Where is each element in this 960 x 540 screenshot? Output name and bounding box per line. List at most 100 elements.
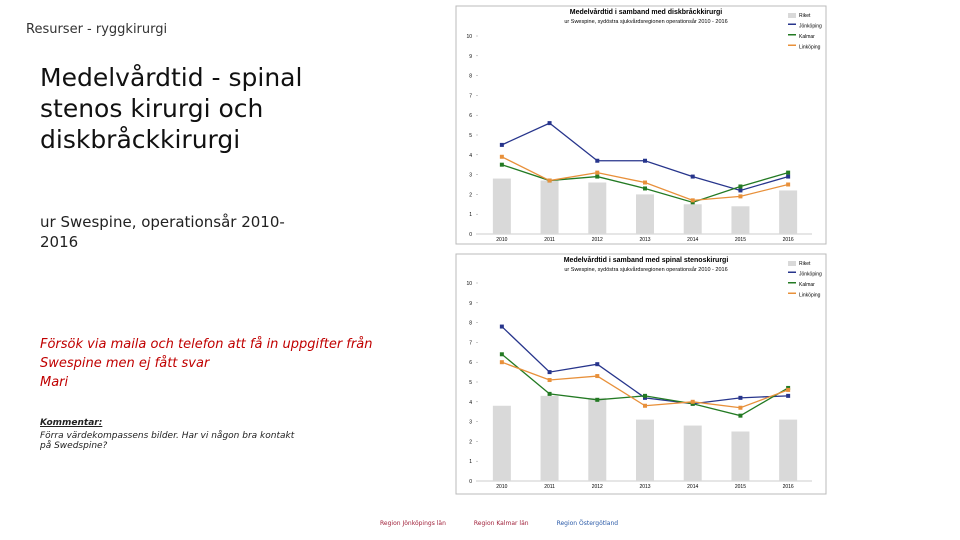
chart-subtitle: ur Swespine, sydöstra sjukvårdsregionen … xyxy=(564,266,727,273)
point xyxy=(643,393,647,398)
point xyxy=(738,405,743,410)
legend-swatch xyxy=(788,23,796,25)
bar xyxy=(540,180,559,234)
point xyxy=(499,142,504,147)
y-tick-label: 10 xyxy=(466,281,472,287)
point xyxy=(595,174,600,179)
logos: Region Jönköpings län Region Kalmar län … xyxy=(380,520,618,527)
x-tick-label: 2011 xyxy=(544,237,555,243)
legend-swatch xyxy=(788,13,796,18)
logo: Region Kalmar län xyxy=(473,520,529,527)
point xyxy=(643,158,647,163)
point xyxy=(499,352,504,357)
point xyxy=(499,324,504,329)
point xyxy=(547,121,552,126)
bar xyxy=(731,431,750,481)
legend-label: Linköping xyxy=(799,45,821,51)
y-tick-label: 9 xyxy=(469,301,472,307)
point xyxy=(595,362,600,367)
point xyxy=(643,403,647,408)
x-tick-label: 2011 xyxy=(544,484,555,490)
x-tick-label: 2010 xyxy=(496,237,507,243)
y-tick-label: 1 xyxy=(469,459,472,465)
point xyxy=(738,184,743,189)
y-tick-label: 5 xyxy=(469,380,472,386)
bar xyxy=(492,405,511,481)
bar xyxy=(492,178,511,234)
logo: Region Jönköpings län xyxy=(380,520,446,527)
point xyxy=(690,174,695,179)
bar xyxy=(683,204,702,234)
legend-swatch xyxy=(788,271,796,273)
y-tick-label: 4 xyxy=(469,153,472,159)
note-line: Mari xyxy=(40,375,69,390)
y-tick-label: 10 xyxy=(466,34,472,40)
x-tick-label: 2014 xyxy=(687,237,698,243)
comment-text: Förra värdekompassens bilder. Har vi någ… xyxy=(40,431,295,451)
y-tick-label: 7 xyxy=(469,93,472,99)
bar xyxy=(636,419,654,481)
point xyxy=(643,186,647,191)
legend-swatch xyxy=(788,44,796,46)
bar xyxy=(636,194,654,234)
legend-label: Jönköping xyxy=(799,24,822,30)
point xyxy=(690,399,695,404)
x-tick-label: 2013 xyxy=(639,484,650,490)
point xyxy=(499,360,504,365)
point xyxy=(738,194,743,199)
logo: Region Östergötland xyxy=(556,520,619,527)
bar xyxy=(779,190,798,234)
point xyxy=(499,154,504,159)
legend-label: Riket xyxy=(799,261,811,267)
y-tick-label: 1 xyxy=(469,212,472,218)
point xyxy=(595,397,600,402)
chart-title: Medelvårdtid i samband med diskbråckkiru… xyxy=(570,8,723,16)
point xyxy=(786,174,791,179)
x-tick-label: 2015 xyxy=(735,484,746,490)
point xyxy=(595,170,600,175)
legend-swatch xyxy=(788,34,796,36)
bar xyxy=(588,397,607,481)
y-tick-label: 8 xyxy=(469,74,472,80)
slide-title: Medelvårdtid - spinal stenos kirurgi och… xyxy=(40,63,303,154)
y-tick-label: 9 xyxy=(469,54,472,60)
legend-label: Riket xyxy=(799,13,811,19)
point xyxy=(547,370,552,375)
legend-label: Jönköping xyxy=(799,272,822,278)
point xyxy=(643,180,647,185)
point xyxy=(786,387,791,392)
point xyxy=(547,391,552,396)
bar xyxy=(588,182,607,234)
y-tick-label: 6 xyxy=(469,360,472,366)
comment-label: Kommentar: xyxy=(40,418,103,428)
slide-subtitle: ur Swespine, operationsår 2010-2016 xyxy=(40,213,285,251)
legend-label: Kalmar xyxy=(799,34,815,40)
point xyxy=(595,158,600,163)
x-tick-label: 2012 xyxy=(592,237,603,243)
note: Försök via maila och telefon att få in u… xyxy=(40,335,380,392)
legend-label: Linköping xyxy=(799,293,821,299)
y-tick-label: 7 xyxy=(469,340,472,346)
point xyxy=(547,178,552,183)
bar xyxy=(779,419,798,481)
x-tick-label: 2010 xyxy=(496,484,507,490)
point xyxy=(595,374,600,379)
x-tick-label: 2013 xyxy=(639,237,650,243)
y-tick-label: 3 xyxy=(469,420,472,426)
y-tick-label: 0 xyxy=(469,479,472,485)
x-tick-label: 2016 xyxy=(783,484,794,490)
legend-swatch xyxy=(788,282,796,284)
y-tick-label: 4 xyxy=(469,400,472,406)
point xyxy=(547,378,552,383)
bar xyxy=(683,425,702,481)
point xyxy=(786,182,791,187)
y-tick-label: 2 xyxy=(469,439,472,445)
legend-swatch xyxy=(788,261,796,266)
point xyxy=(690,198,695,203)
point xyxy=(499,162,504,167)
legend-swatch xyxy=(788,292,796,294)
section-label: Resurser - ryggkirurgi xyxy=(26,22,168,37)
x-tick-label: 2012 xyxy=(592,484,603,490)
